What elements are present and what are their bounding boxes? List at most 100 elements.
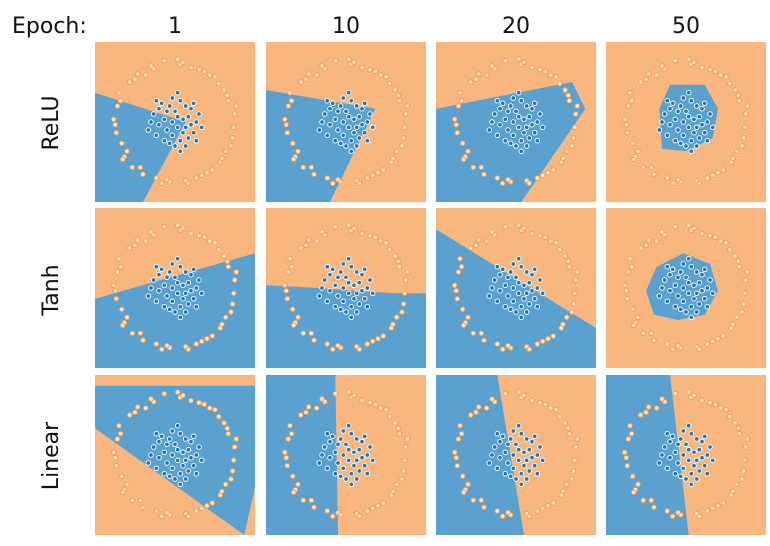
data-point-inner-class [661, 277, 668, 283]
data-point-inner-class [174, 279, 181, 286]
data-point-outer-class [287, 422, 293, 429]
data-point-inner-class [188, 105, 194, 112]
data-point-inner-class [188, 454, 194, 461]
data-point-inner-class [683, 274, 689, 281]
data-point-outer-class [453, 121, 460, 128]
data-point-outer-class [110, 449, 117, 456]
data-point-inner-class [539, 457, 546, 464]
data-point-inner-class [669, 266, 676, 273]
data-point-outer-class [134, 237, 141, 243]
data-point-inner-class [353, 436, 360, 442]
data-point-inner-class [537, 444, 543, 450]
data-point-outer-class [572, 444, 579, 450]
data-point-inner-class [367, 111, 373, 117]
data-point-inner-class [369, 124, 376, 131]
data-point-inner-class [188, 271, 194, 278]
data-point-outer-class [566, 97, 573, 104]
data-point-outer-class [113, 129, 120, 136]
panel-linear-epoch-10 [266, 375, 426, 535]
data-point-outer-class [574, 269, 581, 275]
data-point-inner-class [180, 282, 186, 289]
data-point-outer-class [295, 314, 301, 321]
data-point-outer-class [116, 89, 122, 96]
data-point-inner-class [534, 303, 541, 310]
data-point-inner-class [685, 255, 692, 262]
data-point-outer-class [303, 76, 309, 83]
data-point-outer-class [335, 342, 341, 349]
data-point-outer-class [470, 330, 477, 337]
data-point-inner-class [699, 287, 705, 294]
data-point-inner-class [513, 476, 519, 482]
data-point-outer-class [733, 314, 740, 321]
data-point-outer-class [455, 103, 462, 109]
data-point-outer-class [502, 57, 509, 64]
data-point-outer-class [740, 135, 747, 141]
data-point-inner-class [505, 441, 511, 448]
data-point-inner-class [156, 121, 162, 128]
data-point-inner-class [494, 263, 501, 270]
data-point-inner-class [343, 108, 349, 115]
data-point-inner-class [502, 137, 509, 144]
data-point-outer-class [628, 263, 635, 270]
data-point-outer-class [288, 430, 295, 437]
data-point-outer-class [726, 246, 733, 253]
data-point-inner-class [345, 290, 352, 297]
data-point-inner-class [677, 436, 684, 442]
data-point-outer-class [635, 314, 641, 321]
data-point-outer-class [627, 255, 633, 262]
data-point-outer-class [233, 436, 240, 442]
data-point-outer-class [142, 72, 149, 78]
data-point-inner-class [356, 113, 363, 120]
data-point-inner-class [502, 449, 509, 456]
data-point-outer-class [356, 180, 363, 187]
data-point-inner-class [332, 116, 339, 123]
data-point-outer-class [390, 488, 396, 495]
data-point-outer-class [399, 143, 405, 149]
data-point-outer-class [560, 155, 566, 162]
data-point-inner-class [521, 462, 527, 469]
data-point-outer-class [367, 66, 373, 73]
data-point-inner-class [507, 140, 514, 147]
data-point-outer-class [372, 68, 379, 75]
data-point-inner-class [664, 97, 671, 104]
data-point-outer-class [574, 103, 581, 109]
data-point-inner-class [327, 438, 333, 445]
data-point-outer-class [142, 405, 149, 411]
data-point-outer-class [201, 234, 208, 241]
data-point-outer-class [741, 457, 748, 464]
data-point-inner-class [704, 119, 711, 125]
data-point-inner-class [169, 119, 176, 125]
data-point-inner-class [486, 127, 493, 133]
data-point-outer-class [297, 79, 304, 85]
data-point-inner-class [348, 97, 355, 104]
data-point-outer-class [400, 301, 407, 307]
data-point-inner-class [699, 105, 705, 112]
data-point-outer-class [521, 59, 527, 66]
data-point-outer-class [459, 473, 466, 480]
data-point-outer-class [110, 282, 117, 289]
data-point-inner-class [182, 143, 189, 149]
data-point-inner-class [696, 135, 703, 141]
data-point-inner-class [502, 470, 509, 477]
data-point-outer-class [148, 63, 154, 69]
data-point-outer-class [467, 245, 474, 251]
data-point-outer-class [221, 87, 227, 93]
data-point-inner-class [704, 303, 711, 310]
data-point-outer-class [454, 462, 461, 469]
data-point-inner-class [353, 143, 360, 149]
data-point-outer-class [499, 180, 506, 187]
data-point-inner-class [150, 111, 157, 117]
data-point-outer-class [319, 63, 325, 69]
data-point-outer-class [300, 164, 307, 171]
data-point-inner-class [502, 303, 509, 310]
data-point-inner-class [340, 119, 347, 125]
data-point-outer-class [739, 143, 745, 149]
data-point-inner-class [324, 132, 331, 139]
data-point-outer-class [132, 242, 138, 249]
data-point-inner-class [672, 116, 679, 123]
data-point-inner-class [340, 285, 347, 291]
data-point-inner-class [677, 306, 684, 313]
data-point-inner-class [169, 95, 176, 101]
data-point-outer-class [539, 505, 546, 512]
data-point-inner-class [348, 314, 355, 321]
